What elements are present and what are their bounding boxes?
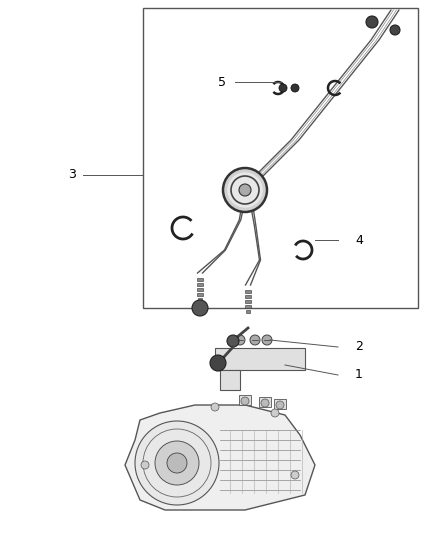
Circle shape <box>390 25 400 35</box>
Bar <box>245 295 251 298</box>
Bar <box>259 397 271 407</box>
Circle shape <box>135 421 219 505</box>
Text: 4: 4 <box>355 233 363 246</box>
Bar <box>245 300 251 303</box>
Circle shape <box>291 84 299 92</box>
Circle shape <box>261 399 269 407</box>
Text: 3: 3 <box>68 168 76 182</box>
Circle shape <box>241 397 249 405</box>
Bar <box>220 370 240 390</box>
Circle shape <box>239 184 251 196</box>
Circle shape <box>262 335 272 345</box>
Circle shape <box>141 461 149 469</box>
Bar <box>198 293 202 296</box>
Text: 1: 1 <box>355 368 363 382</box>
Bar <box>274 399 286 409</box>
Circle shape <box>211 403 219 411</box>
Circle shape <box>279 84 287 92</box>
Bar <box>197 288 203 291</box>
Circle shape <box>167 453 187 473</box>
Circle shape <box>228 173 262 207</box>
Bar <box>215 348 305 370</box>
Circle shape <box>276 401 284 409</box>
Circle shape <box>271 409 279 417</box>
Bar <box>239 395 251 405</box>
Circle shape <box>291 471 299 479</box>
Polygon shape <box>125 405 315 510</box>
Bar <box>246 310 251 313</box>
Circle shape <box>366 16 378 28</box>
Circle shape <box>235 335 245 345</box>
Circle shape <box>155 441 199 485</box>
Circle shape <box>192 300 208 316</box>
Circle shape <box>223 168 267 212</box>
Bar <box>245 305 251 308</box>
Circle shape <box>210 355 226 371</box>
Text: 2: 2 <box>355 341 363 353</box>
Bar <box>198 298 202 301</box>
Bar <box>245 290 251 293</box>
Bar <box>197 278 203 281</box>
Bar <box>143 8 418 308</box>
Circle shape <box>227 335 239 347</box>
Text: 5: 5 <box>218 76 226 88</box>
Circle shape <box>250 335 260 345</box>
Bar <box>197 283 203 286</box>
